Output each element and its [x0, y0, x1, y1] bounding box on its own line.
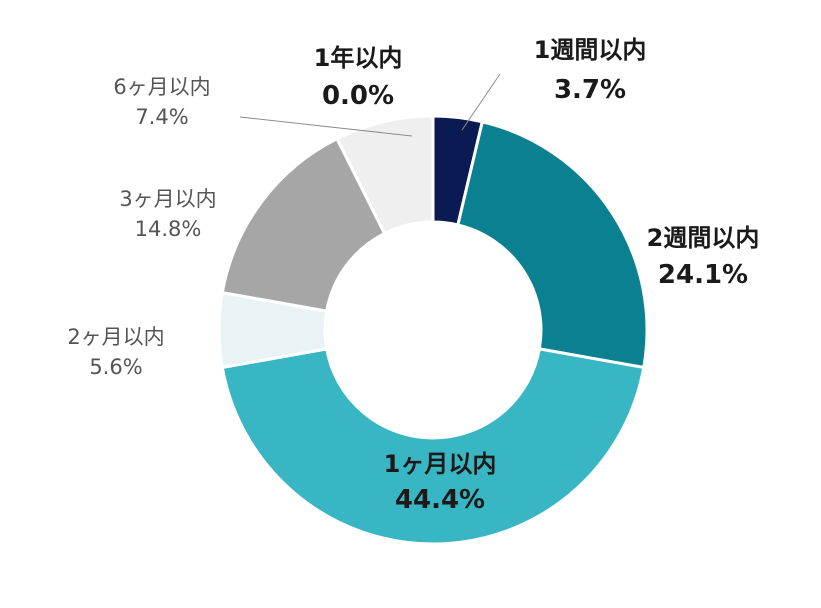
slice-2	[456, 119, 649, 370]
category-label-3: 1ヶ月以内	[384, 450, 497, 478]
value-label-3: 44.4%	[395, 485, 485, 515]
value-label-1: 3.7%	[554, 75, 626, 105]
leader-line-2	[239, 116, 413, 137]
category-label-7: 1年以内	[314, 44, 403, 72]
category-label-4: 2ヶ月以内	[67, 325, 164, 349]
labels-group: 1週間以内 3.7% 2週間以内 24.1% 1ヶ月以内 44.4% 2ヶ月以内 5.6% 3ヶ…	[67, 36, 759, 515]
slice-3	[220, 347, 646, 546]
slices-group	[217, 114, 649, 546]
category-label-6: 6ヶ月以内	[113, 75, 210, 99]
value-label-4: 5.6%	[89, 355, 142, 379]
value-label-5: 14.8%	[135, 217, 202, 241]
category-label-1: 1週間以内	[534, 36, 647, 64]
leader-line-1	[461, 73, 501, 131]
value-label-2: 24.1%	[658, 260, 748, 290]
slice-6	[335, 114, 435, 236]
category-label-5: 3ヶ月以内	[119, 187, 216, 211]
value-label-6: 7.4%	[135, 105, 188, 129]
leader-lines-group	[239, 73, 501, 137]
value-label-7: 0.0%	[322, 81, 394, 111]
slice-5	[220, 136, 387, 313]
category-label-2: 2週間以内	[647, 224, 760, 252]
